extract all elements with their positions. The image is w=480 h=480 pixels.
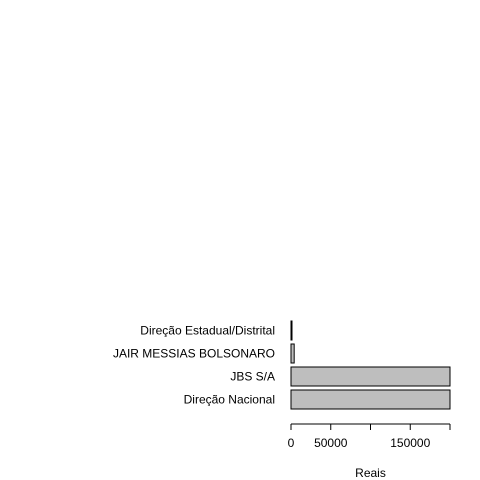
x-ticks-group: 0 50000 150000 [288,424,451,450]
x-tick-label-1: 50000 [314,436,348,450]
bar-0 [290,389,451,410]
category-label-3: Direção Estadual/Distrital [140,324,275,338]
bars-group [290,320,451,410]
category-label-1: JBS S/A [230,370,275,384]
x-axis-title: Reais [355,466,386,480]
x-axis: 0 50000 150000 [288,423,451,450]
category-label-0: Direção Nacional [184,393,275,407]
bar-1 [290,366,451,387]
x-tick-label-3: 150000 [390,436,430,450]
category-labels-group: Direção Nacional JBS S/A JAIR MESSIAS BOLS… [113,324,275,407]
bar-3 [290,320,293,341]
category-label-2: JAIR MESSIAS BOLSONARO [113,347,275,361]
x-tick-label-0: 0 [288,436,295,450]
bar-2 [290,343,295,364]
